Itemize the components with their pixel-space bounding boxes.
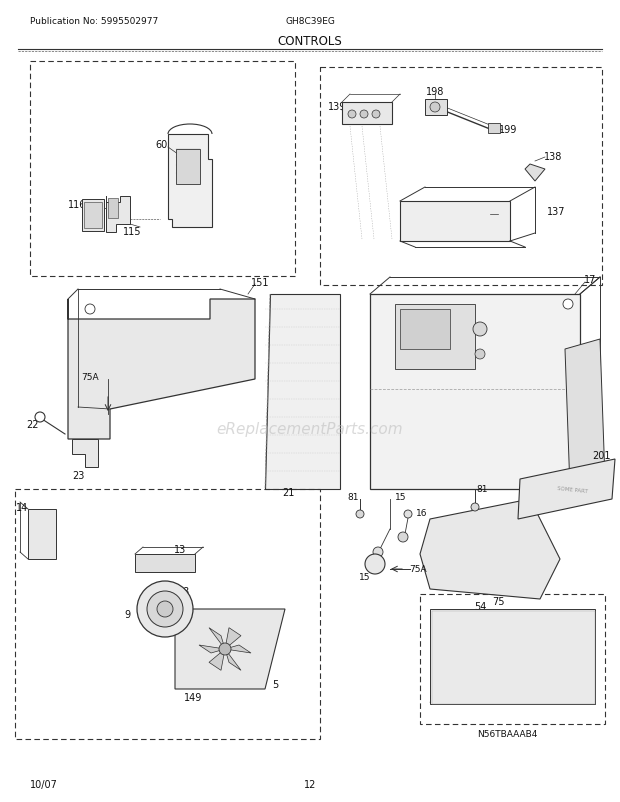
Text: 13: 13 [174, 545, 186, 554]
Text: 116: 116 [68, 200, 86, 210]
Polygon shape [68, 300, 255, 439]
Bar [320, 68, 602, 286]
Polygon shape [168, 135, 212, 228]
Text: Publication No: 5995502977: Publication No: 5995502977 [30, 17, 158, 26]
Circle shape [365, 554, 385, 574]
Polygon shape [420, 500, 560, 599]
Circle shape [137, 581, 193, 638]
Circle shape [471, 504, 479, 512]
Circle shape [473, 322, 487, 337]
Text: 16: 16 [416, 508, 428, 518]
Polygon shape [199, 645, 225, 653]
Circle shape [475, 350, 485, 359]
Bar [28, 509, 56, 559]
Text: 23: 23 [72, 471, 84, 480]
Text: 75A: 75A [81, 373, 99, 382]
Text: SOME PART: SOME PART [556, 485, 588, 493]
Text: N56TBAAAB4: N56TBAAAB4 [477, 730, 537, 739]
Polygon shape [209, 649, 225, 670]
Text: 81: 81 [347, 493, 359, 502]
Circle shape [219, 643, 231, 655]
Text: 10/07: 10/07 [30, 779, 58, 789]
Polygon shape [209, 628, 225, 649]
Circle shape [398, 533, 408, 542]
Polygon shape [106, 196, 130, 233]
Bar [135, 554, 195, 573]
Text: 12: 12 [304, 779, 316, 789]
Bar [176, 150, 200, 184]
Text: CONTROLS: CONTROLS [278, 35, 342, 48]
Circle shape [563, 300, 573, 310]
Text: 139: 139 [328, 102, 346, 111]
Bar [30, 62, 295, 277]
Polygon shape [265, 294, 340, 489]
Circle shape [404, 510, 412, 518]
Bar [432, 611, 595, 704]
Bar [430, 610, 595, 704]
Bar [108, 199, 118, 219]
Bar [488, 124, 500, 134]
Polygon shape [565, 339, 605, 489]
Text: 50: 50 [428, 695, 440, 704]
Polygon shape [370, 294, 580, 489]
Bar [15, 489, 320, 739]
Polygon shape [518, 460, 615, 520]
Text: 138: 138 [544, 152, 562, 162]
Bar [395, 305, 475, 370]
Circle shape [85, 305, 95, 314]
Text: 17: 17 [584, 274, 596, 285]
Bar [425, 100, 447, 115]
Text: 151: 151 [250, 277, 269, 288]
Bar [84, 203, 102, 229]
Text: 8: 8 [182, 586, 188, 596]
Text: 137: 137 [547, 207, 565, 217]
Circle shape [348, 111, 356, 119]
Text: 60: 60 [156, 140, 168, 150]
Text: 14: 14 [16, 502, 28, 512]
Text: 15: 15 [359, 573, 371, 581]
Polygon shape [400, 202, 510, 241]
Bar [420, 594, 605, 724]
Text: 199: 199 [499, 125, 517, 135]
Text: 75: 75 [492, 596, 504, 606]
Circle shape [157, 602, 173, 618]
Circle shape [360, 111, 368, 119]
Text: 9: 9 [124, 610, 130, 619]
Polygon shape [225, 649, 241, 670]
Circle shape [147, 591, 183, 627]
Text: 198: 198 [426, 87, 444, 97]
Bar [342, 103, 392, 125]
Polygon shape [525, 164, 545, 182]
Polygon shape [225, 628, 241, 649]
Polygon shape [225, 645, 251, 653]
Polygon shape [72, 439, 98, 468]
Polygon shape [175, 610, 285, 689]
Text: 81: 81 [476, 485, 488, 494]
Bar [400, 310, 450, 350]
Text: GH8C39EG: GH8C39EG [285, 17, 335, 26]
Text: 54: 54 [474, 602, 486, 611]
Circle shape [356, 510, 364, 518]
Text: 22: 22 [26, 419, 38, 429]
Text: eReplacementParts.com: eReplacementParts.com [216, 422, 404, 437]
Text: 75A: 75A [409, 565, 427, 573]
Text: 201: 201 [593, 451, 611, 460]
Text: 115: 115 [123, 227, 141, 237]
Text: 149: 149 [184, 692, 202, 702]
Text: 15: 15 [395, 493, 407, 502]
Circle shape [372, 111, 380, 119]
Text: 21: 21 [282, 488, 294, 497]
Bar [82, 200, 104, 232]
Circle shape [35, 412, 45, 423]
Circle shape [373, 547, 383, 557]
Text: 5: 5 [272, 679, 278, 689]
Circle shape [430, 103, 440, 113]
